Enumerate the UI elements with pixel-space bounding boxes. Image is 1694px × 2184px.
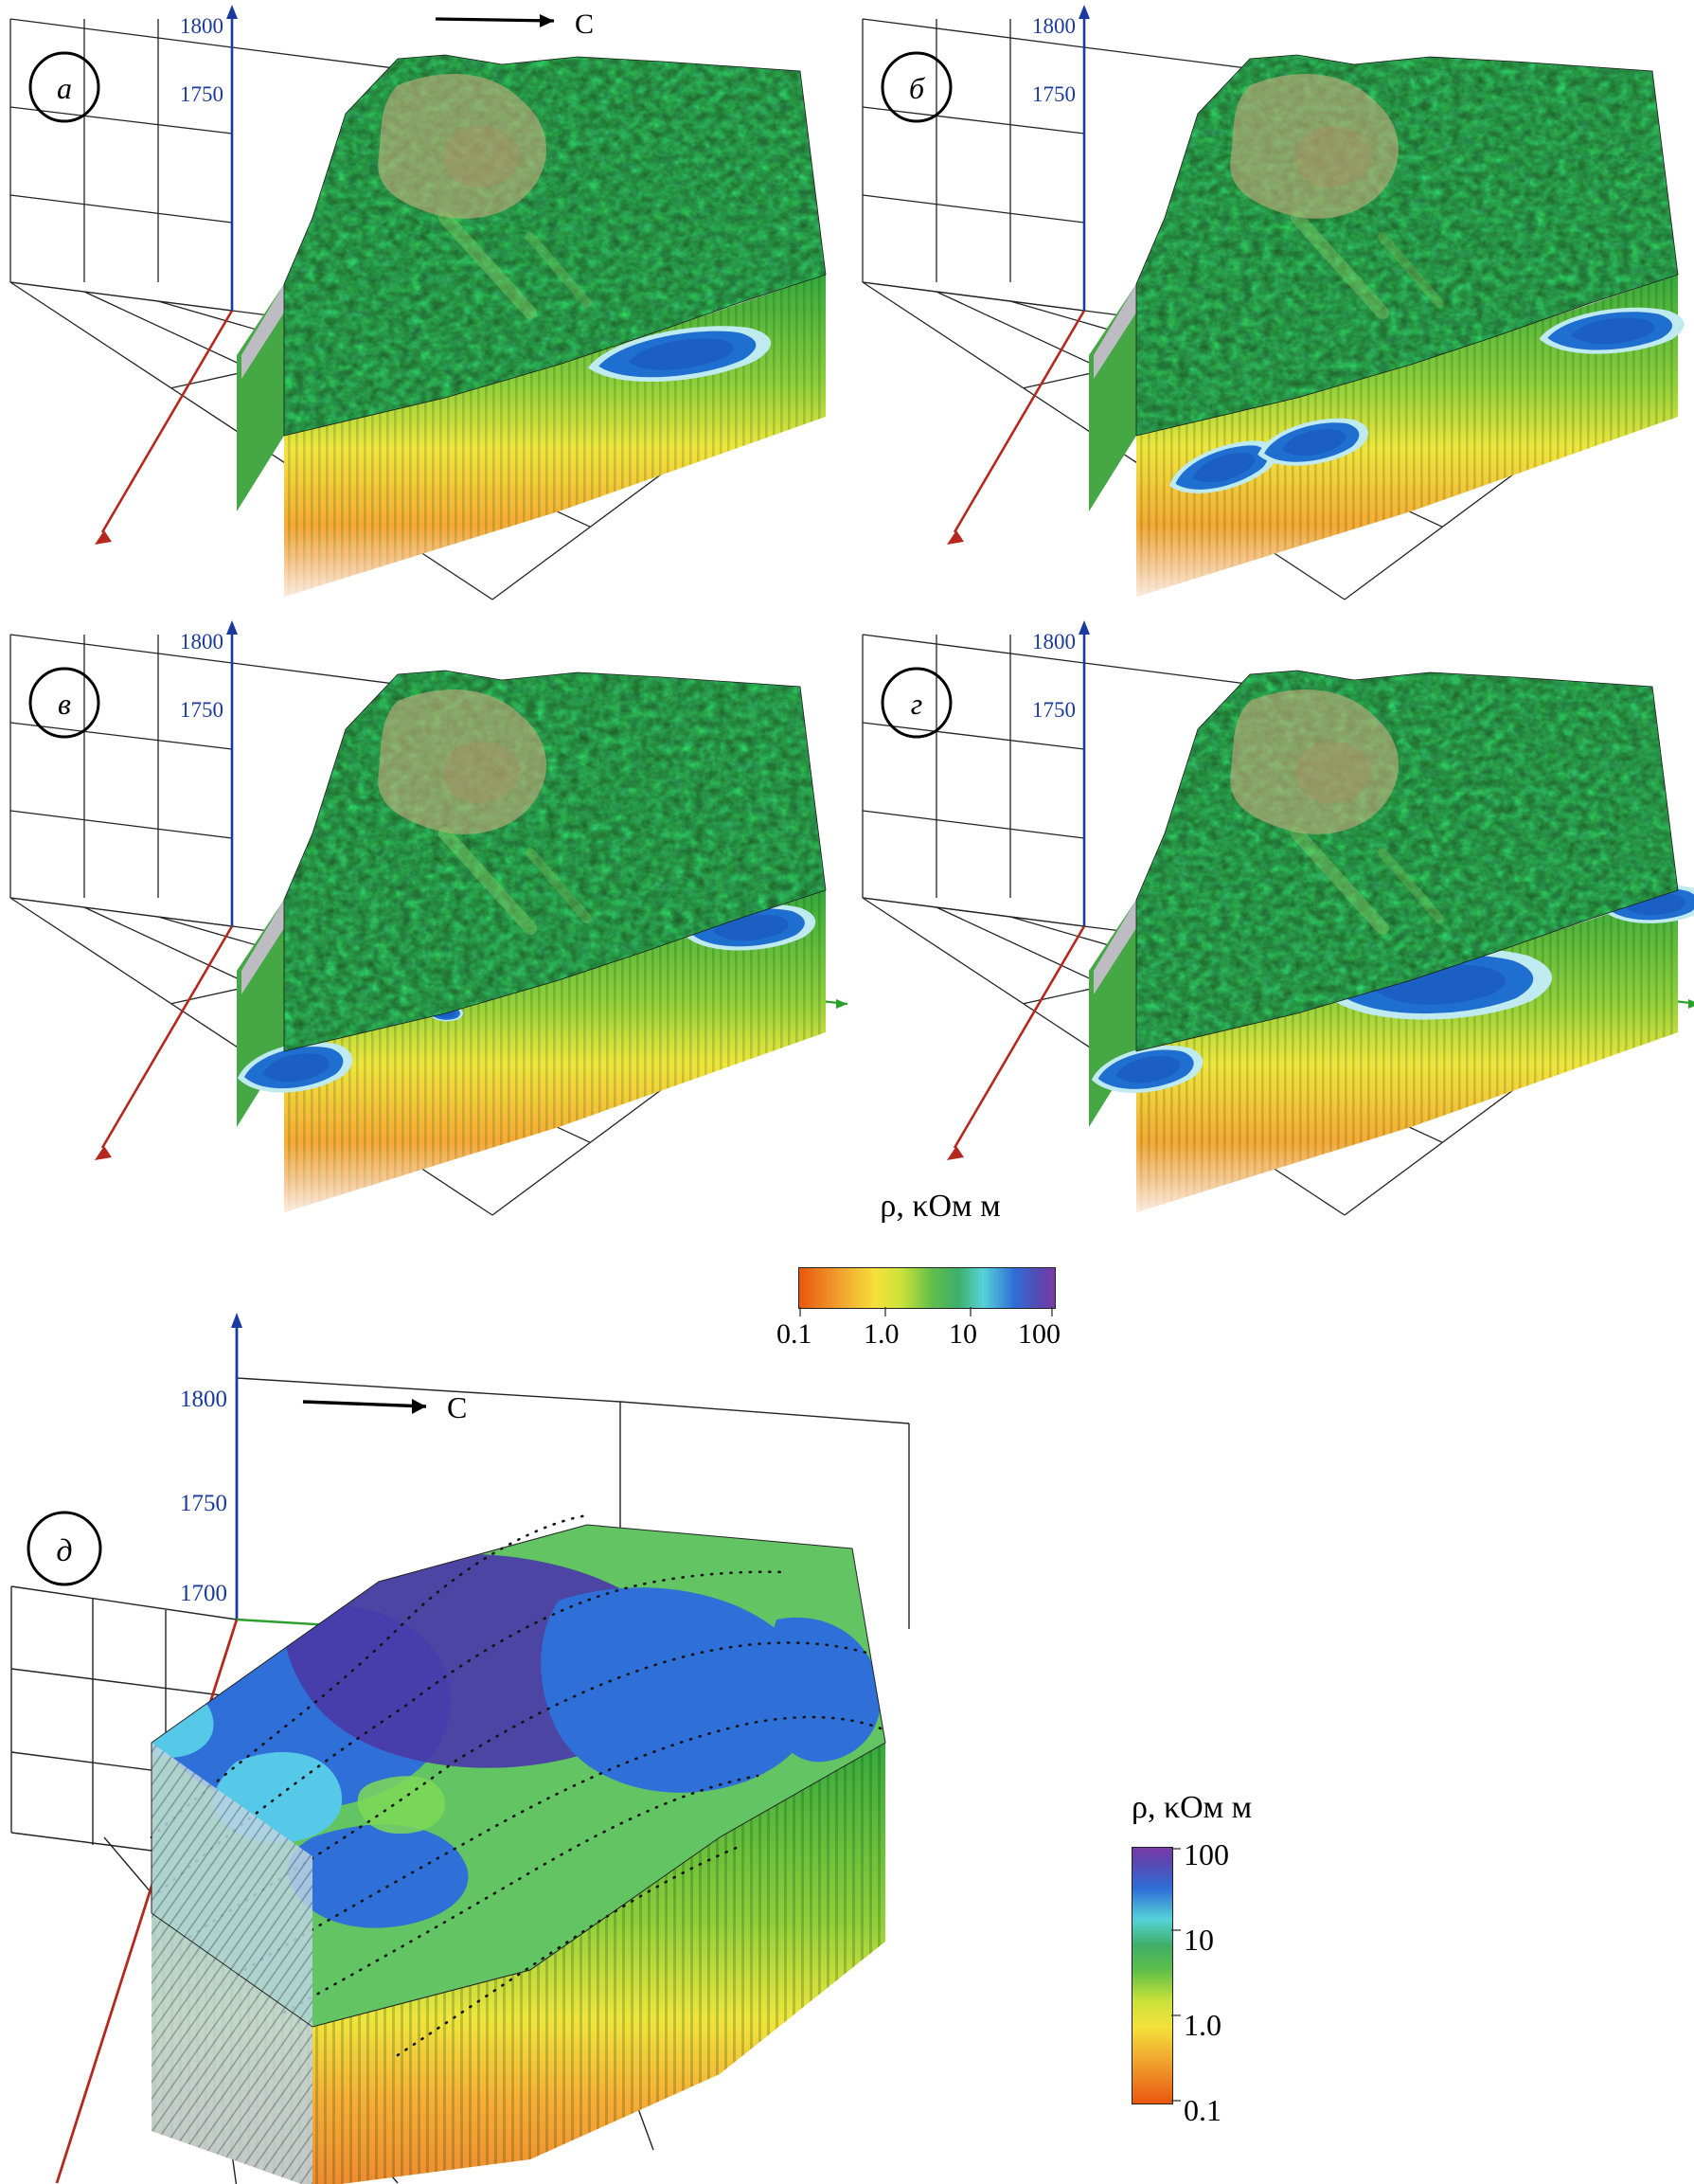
svg-text:1800: 1800 (1032, 14, 1076, 38)
svg-text:C: C (447, 1390, 467, 1424)
svg-text:1750: 1750 (180, 1491, 227, 1516)
svg-text:1800: 1800 (180, 1387, 227, 1412)
svg-text:1800: 1800 (180, 14, 223, 38)
svg-text:г: г (911, 687, 922, 721)
svg-text:C: C (575, 9, 594, 40)
svg-text:1800: 1800 (180, 630, 223, 653)
svg-text:1750: 1750 (180, 698, 223, 722)
svg-text:в: в (58, 687, 71, 721)
svg-text:1750: 1750 (180, 82, 223, 106)
svg-text:1700: 1700 (180, 1581, 227, 1606)
svg-text:1750: 1750 (1032, 698, 1076, 722)
svg-text:б: б (909, 71, 925, 105)
svg-text:a: a (57, 71, 72, 105)
svg-text:1750: 1750 (1032, 82, 1076, 106)
svg-text:д: д (56, 1533, 72, 1568)
svg-text:1800: 1800 (1032, 630, 1076, 653)
